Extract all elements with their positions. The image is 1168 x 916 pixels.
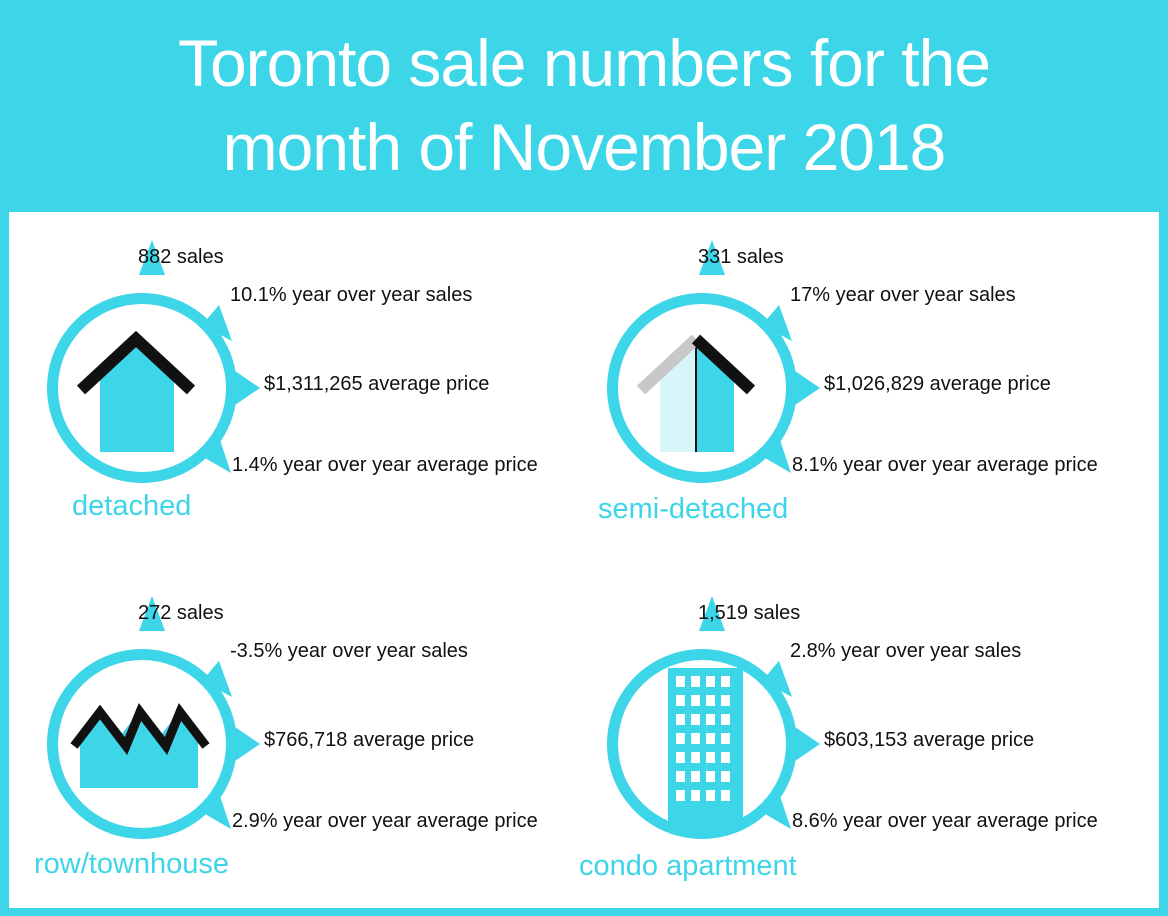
detached-label: detached (72, 490, 192, 522)
townhouse-emblem (47, 596, 260, 839)
detached-house-icon (76, 330, 196, 452)
header-banner: Toronto sale numbers for the month of No… (0, 0, 1168, 210)
semi-detached-label: semi-detached (598, 493, 789, 525)
detached-yoy-sales: 10.1% year over year sales (230, 284, 473, 306)
condo-block: 1,519 sales 2.8% year over year sales $6… (579, 596, 1168, 916)
condo-label: condo apartment (579, 850, 797, 882)
detached-block: 882 sales 10.1% year over year sales $1,… (32, 240, 612, 560)
townhouse-label: row/townhouse (34, 848, 230, 880)
title-line-1: Toronto sale numbers for the (177, 26, 991, 100)
detached-emblem (47, 240, 260, 483)
detached-sales: 882 sales (138, 246, 224, 268)
semi-detached-block: 331 sales 17% year over year sales $1,02… (592, 240, 1168, 560)
content-panel: 882 sales 10.1% year over year sales $1,… (9, 212, 1159, 908)
townhouse-yoy-price: 2.9% year over year average price (232, 810, 538, 832)
title-line-2: month of November 2018 (222, 110, 947, 184)
townhouse-sales: 272 sales (138, 602, 224, 624)
townhouse-yoy-sales: -3.5% year over year sales (230, 640, 468, 662)
semi-detached-yoy-price: 8.1% year over year average price (792, 454, 1098, 476)
townhouse-icon (70, 703, 210, 788)
semi-detached-avg-price: $1,026,829 average price (824, 373, 1051, 395)
semi-detached-sales: 331 sales (698, 246, 784, 268)
condo-yoy-sales: 2.8% year over year sales (790, 640, 1022, 662)
condo-sales: 1,519 sales (698, 602, 801, 624)
townhouse-block: 272 sales -3.5% year over year sales $76… (32, 596, 612, 916)
condo-avg-price: $603,153 average price (824, 729, 1035, 751)
townhouse-avg-price: $766,718 average price (264, 729, 475, 751)
page-title: Toronto sale numbers for the month of No… (177, 21, 991, 189)
detached-avg-price: $1,311,265 average price (264, 373, 490, 395)
semi-detached-emblem (607, 240, 820, 483)
detached-yoy-price: 1.4% year over year average price (232, 454, 538, 476)
condo-building-icon (668, 668, 743, 828)
condo-yoy-price: 8.6% year over year average price (792, 810, 1098, 832)
semi-detached-yoy-sales: 17% year over year sales (790, 284, 1016, 306)
condo-emblem (607, 596, 820, 839)
semi-detached-house-icon (636, 334, 756, 452)
